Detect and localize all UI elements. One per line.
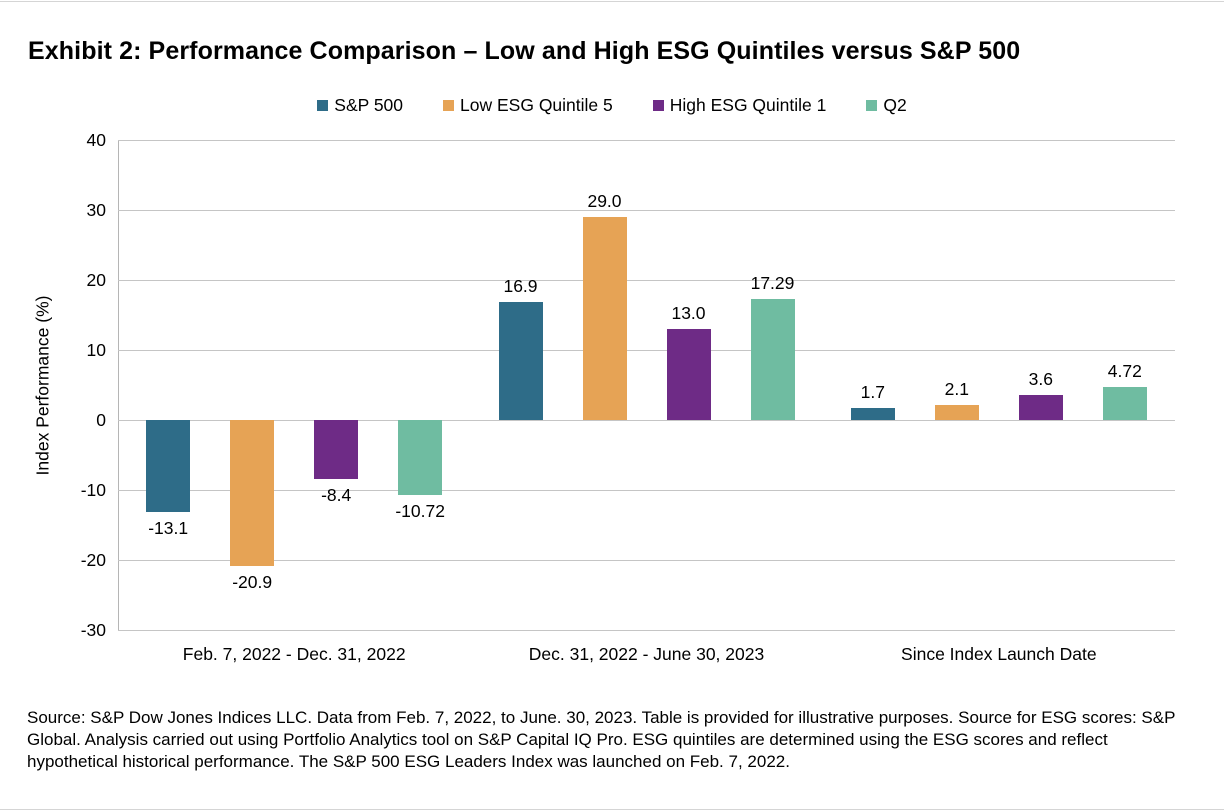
- bar: [582, 217, 627, 420]
- legend-swatch: [866, 100, 878, 111]
- y-tick-label: 40: [86, 130, 106, 150]
- legend-item: Q2: [866, 95, 907, 116]
- gridline: [118, 140, 1175, 141]
- bar-value-label: -10.72: [395, 501, 445, 522]
- y-axis-tick-labels: 40 30 20 10 0 -10 -20 -30: [0, 130, 106, 640]
- legend-label: Q2: [883, 95, 907, 115]
- y-axis-line: [118, 140, 119, 630]
- plot-area: -13.1 16.9 1.7 -20.9 29.0 2.1 -8.4 13.0 3.6 -10.7…: [118, 140, 1175, 631]
- y-tick-label: -30: [80, 620, 106, 640]
- x-axis-category-labels: Feb. 7, 2022 - Dec. 31, 2022 Dec. 31, 202…: [118, 644, 1175, 665]
- top-divider: [0, 1, 1224, 2]
- legend-swatch: [317, 100, 329, 111]
- y-tick-label: -10: [80, 480, 106, 500]
- gridline: [118, 350, 1175, 351]
- gridline: [118, 490, 1175, 491]
- bar-value-label: 13.0: [671, 303, 706, 323]
- bar-value-label: 16.9: [503, 275, 538, 296]
- gridline: [118, 210, 1175, 211]
- x-category-label: Dec. 31, 2022 - June 30, 2023: [528, 644, 765, 664]
- bar-value-label: 1.7: [860, 382, 885, 403]
- bar: [750, 298, 795, 420]
- bar: [850, 408, 895, 420]
- bar: [230, 420, 275, 567]
- bar: [398, 420, 443, 496]
- gridline: [118, 420, 1175, 421]
- chart-title: Exhibit 2: Performance Comparison – Low …: [28, 36, 1021, 65]
- legend-item: S&P 500: [317, 95, 403, 116]
- bar: [498, 301, 543, 420]
- bar-value-label: 29.0: [587, 191, 622, 211]
- gridline: [118, 630, 1175, 631]
- y-tick-label: -20: [80, 550, 106, 570]
- bar-value-label: -8.4: [321, 484, 352, 505]
- bar-value-label: -13.1: [148, 517, 189, 538]
- bar: [1102, 386, 1147, 420]
- legend-item: High ESG Quintile 1: [652, 95, 827, 116]
- y-tick-label: 20: [86, 270, 106, 290]
- bar-value-label: 4.72: [1107, 360, 1142, 381]
- chart-legend: S&P 500 Low ESG Quintile 5 High ESG Quinti…: [0, 95, 1224, 116]
- gridline: [118, 280, 1175, 281]
- bar-value-label: 17.29: [750, 272, 795, 293]
- bottom-divider: [0, 809, 1224, 810]
- legend-label: High ESG Quintile 1: [669, 95, 827, 115]
- bar: [146, 420, 191, 512]
- bar-value-label: 3.6: [1028, 368, 1053, 389]
- source-note: Source: S&P Dow Jones Indices LLC. Data …: [27, 708, 1176, 771]
- gridline: [118, 560, 1175, 561]
- x-category-label: Since Index Launch Date: [901, 644, 1097, 664]
- y-tick-label: 30: [86, 200, 106, 220]
- y-tick-label: 10: [86, 340, 106, 360]
- bar: [934, 405, 979, 420]
- bar: [314, 420, 359, 479]
- bar: [666, 329, 711, 420]
- y-tick-label: 0: [96, 410, 106, 430]
- bar-value-label: -20.9: [232, 572, 273, 593]
- bar: [1018, 394, 1063, 420]
- legend-item: Low ESG Quintile 5: [443, 95, 613, 116]
- x-category-label: Feb. 7, 2022 - Dec. 31, 2022: [182, 644, 406, 664]
- legend-label: Low ESG Quintile 5: [460, 95, 613, 115]
- legend-swatch: [443, 100, 455, 111]
- bar-value-label: 2.1: [944, 379, 969, 400]
- legend-swatch: [652, 100, 664, 111]
- legend-label: S&P 500: [334, 95, 404, 115]
